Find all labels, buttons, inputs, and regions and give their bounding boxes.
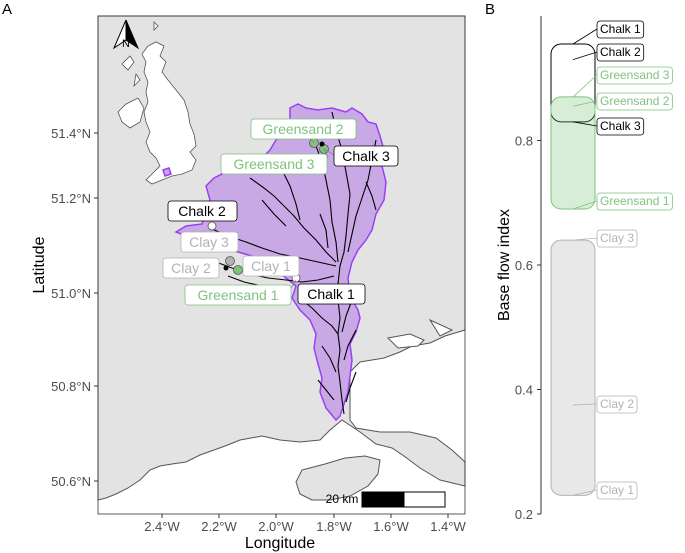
map-y-axis-title: Latitude <box>31 236 48 293</box>
bfi-label-box <box>596 43 645 62</box>
bfi-point-greensand-3: Greensand 3 <box>572 66 673 98</box>
site-point-clay-2 <box>225 256 235 266</box>
map-x-tick: 2.4°W <box>144 519 180 534</box>
bfi-point-chalk-2: Chalk 2 <box>572 43 645 62</box>
bfi-leader-line <box>572 489 598 496</box>
scale-bar: 20 km <box>326 491 446 508</box>
bfi-y-ticks: 0.2 0.4 0.6 0.8 <box>515 134 541 522</box>
map-y-tick: 50.8°N <box>51 379 91 394</box>
map-label-clay-1: Clay 1 <box>242 255 300 277</box>
map-label-clay-3: Clay 3 <box>180 231 239 253</box>
svg-text:Greensand 2: Greensand 2 <box>263 121 344 137</box>
map-frame <box>97 15 466 515</box>
map-x-tick: 1.8°W <box>316 519 352 534</box>
bfi-point-greensand-1: Greensand 1 <box>572 192 673 211</box>
svg-text:Greensand 3: Greensand 3 <box>234 156 315 172</box>
map-x-tick: 1.6°W <box>373 519 409 534</box>
bfi-point-chalk-1: Chalk 1 <box>572 20 645 45</box>
bfi-points: Chalk 1 Chalk 2 Chalk 3 Greensand 3 Greensan… <box>572 20 673 500</box>
bfi-leader-line <box>572 121 598 127</box>
bfi-y-axis-title: Base flow index <box>496 209 513 321</box>
svg-text:Chalk 3: Chalk 3 <box>342 148 390 164</box>
bfi-leader-line <box>572 74 598 98</box>
map-y-tick: 51.0°N <box>51 286 91 301</box>
svg-text:Clay 1: Clay 1 <box>251 258 291 274</box>
bfi-point-label: Clay 2 <box>600 397 634 411</box>
bfi-label-box <box>596 20 645 39</box>
panel-label-b: B <box>485 1 495 18</box>
map-x-axis: 2.4°W 2.2°W 2.0°W 1.8°W 1.6°W 1.4°W Long… <box>144 514 466 552</box>
bfi-leader-line <box>572 200 598 210</box>
bfi-y-tick-label: 0.8 <box>515 134 533 149</box>
bfi-point-label: Clay 1 <box>600 483 634 497</box>
map-x-tick: 2.2°W <box>201 519 237 534</box>
bfi-leader-line <box>572 403 598 406</box>
map-label-greensand-2: Greensand 2 <box>250 118 357 140</box>
map-x-axis-title: Longitude <box>245 535 315 552</box>
bfi-point-label: Greensand 1 <box>600 194 670 208</box>
svg-text:Chalk 2: Chalk 2 <box>178 203 226 219</box>
bfi-label-box <box>596 92 673 111</box>
bfi-point-label: Greensand 3 <box>600 68 670 82</box>
bfi-label-box <box>596 395 638 414</box>
map-panel: Greensand 2 Chalk 3 Greensand 3 Chalk 2 … <box>97 15 466 515</box>
bfi-label-box <box>596 481 638 500</box>
scale-label: 20 km <box>326 492 359 506</box>
bfi-point-label: Clay 3 <box>600 231 634 245</box>
bfi-point-label: Chalk 1 <box>600 22 641 36</box>
svg-text:Greensand 1: Greensand 1 <box>198 287 279 303</box>
harbour-inlet-2 <box>428 318 454 337</box>
uk-inset-catchment-marker <box>162 167 172 177</box>
bfi-point-label: Chalk 3 <box>600 119 641 133</box>
harbour-inlet <box>386 333 425 349</box>
map-label-chalk-2: Chalk 2 <box>167 200 238 222</box>
svg-text:Clay 3: Clay 3 <box>189 234 229 250</box>
bfi-label-box <box>596 117 645 136</box>
bfi-leader-line <box>572 51 598 60</box>
bfi-chart: 0.20.40.60.8 Base flow index Chalk 1Chal… <box>496 16 673 522</box>
bfi-point-clay-2: Clay 2 <box>572 395 638 414</box>
site-point-clay-3 <box>223 265 229 271</box>
svg-text:Clay 2: Clay 2 <box>171 260 211 276</box>
uk-inset-map <box>117 21 197 185</box>
bfi-label-box <box>596 66 673 85</box>
site-point-greensand-1 <box>233 265 243 275</box>
bfi-group-ranges <box>550 43 596 496</box>
bfi-y-tick-label: 0.2 <box>515 507 533 522</box>
bfi-range-greensand <box>550 96 596 210</box>
panel-label-a: A <box>2 1 12 18</box>
north-label: N <box>122 38 130 50</box>
bfi-point-clay-1: Clay 1 <box>572 481 638 500</box>
bfi-point-chalk-3: Chalk 3 <box>572 117 645 136</box>
map-label-chalk-3: Chalk 3 <box>333 145 399 167</box>
map-label-greensand-1: Greensand 1 <box>184 284 292 306</box>
map-x-tick: 1.4°W <box>430 519 466 534</box>
map-y-axis: 51.4°N 51.2°N 51.0°N 50.8°N 50.6°N Latit… <box>31 126 98 489</box>
bfi-point-label: Greensand 2 <box>600 94 670 108</box>
north-arrow: N <box>112 19 140 50</box>
isle-of-wight <box>295 455 381 501</box>
bfi-y-tick-label: 0.6 <box>515 258 533 273</box>
map-y-tick: 50.6°N <box>51 474 91 489</box>
bfi-label-box <box>596 229 638 248</box>
bfi-label-box <box>596 192 673 211</box>
bfi-y-tick-label: 0.4 <box>515 383 533 398</box>
map-label-clay-2: Clay 2 <box>162 257 220 279</box>
bfi-range-clay <box>550 239 596 496</box>
bfi-leader-line <box>572 28 598 45</box>
bfi-point-clay-3: Clay 3 <box>572 229 638 248</box>
map-x-tick: 2.0°W <box>258 519 294 534</box>
map-label-chalk-1: Chalk 1 <box>297 283 366 305</box>
map-label-greensand-3: Greensand 3 <box>220 153 328 175</box>
bfi-point-label: Chalk 2 <box>600 45 641 59</box>
map-y-tick: 51.4°N <box>51 126 91 141</box>
bfi-leader-line <box>572 237 598 241</box>
map-y-tick: 51.2°N <box>51 191 91 206</box>
site-point-chalk-3 <box>319 141 325 147</box>
bfi-point-greensand-2: Greensand 2 <box>572 92 673 111</box>
bfi-leader-line <box>572 100 598 107</box>
svg-text:Chalk 1: Chalk 1 <box>307 286 355 302</box>
site-point-chalk-2 <box>207 221 217 231</box>
